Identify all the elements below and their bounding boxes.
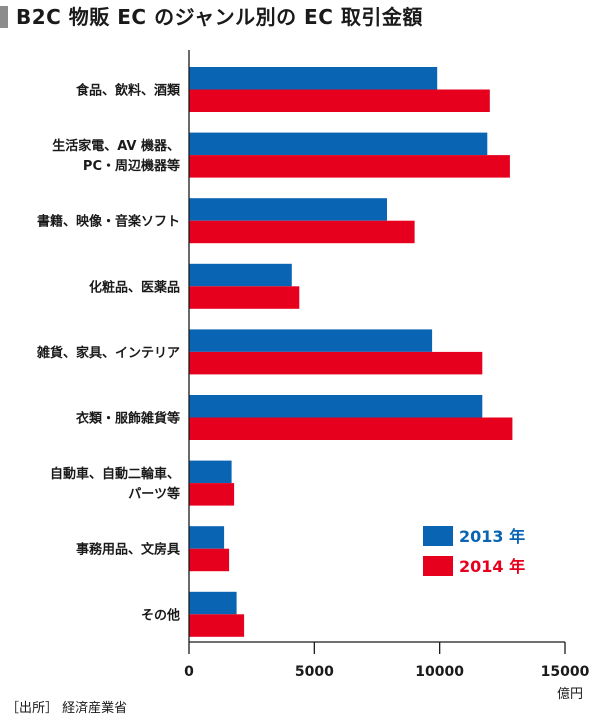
x-unit-label: 億円 — [557, 686, 583, 702]
bar-2013 — [189, 132, 488, 156]
category-label: 衣類・服飾雑貨等 — [76, 411, 180, 427]
bar-2013 — [189, 329, 433, 352]
title-marker — [0, 6, 8, 28]
x-tick-label: 10000 — [415, 664, 464, 680]
category-label: PC・周辺機器等 — [83, 158, 180, 174]
chart-title: B2C 物販 EC のジャンル別の EC 取引金額 — [16, 5, 423, 29]
category-label: 雑貨、家具、インテリア — [36, 345, 180, 361]
legend-label: 2013 年 — [459, 527, 525, 546]
category-label: 自動車、自動二輪車、 — [50, 466, 180, 482]
bar-2014 — [189, 417, 513, 440]
category-label: その他 — [141, 607, 180, 623]
title-bar: B2C 物販 EC のジャンル別の EC 取引金額 — [0, 4, 592, 30]
bar-2014 — [189, 89, 490, 112]
bar-2013 — [189, 526, 225, 549]
source-note: ［出所］ 経済産業省 — [6, 701, 128, 716]
category-label: 食品、飲料、酒類 — [76, 83, 181, 99]
category-label: パーツ等 — [128, 486, 180, 502]
bar-2013 — [189, 395, 483, 418]
bar-2014 — [189, 220, 415, 244]
x-tick-label: 15000 — [541, 664, 590, 680]
legend-label: 2014 年 — [459, 557, 525, 576]
category-label: 化粧品、医薬品 — [89, 279, 180, 295]
bar-2014 — [189, 155, 510, 178]
bar-2013 — [189, 67, 438, 90]
bar-2013 — [189, 263, 292, 287]
bar-2014 — [189, 286, 300, 309]
x-tick-label: 5000 — [295, 664, 334, 680]
bar-2014 — [189, 548, 230, 572]
bar-2014 — [189, 483, 235, 506]
bar-2013 — [189, 198, 387, 221]
bar-2013 — [189, 591, 237, 615]
bar-2014 — [189, 614, 245, 637]
x-tick-label: 0 — [184, 664, 194, 680]
legend-swatch — [423, 526, 453, 546]
legend-swatch — [423, 556, 453, 576]
category-label: 事務用品、文房具 — [76, 542, 180, 558]
category-label: 生活家電、AV 機器、 — [52, 138, 180, 154]
bar-2013 — [189, 460, 232, 484]
category-label: 書籍、映像・音楽ソフト — [37, 214, 180, 230]
bar-2014 — [189, 351, 483, 375]
